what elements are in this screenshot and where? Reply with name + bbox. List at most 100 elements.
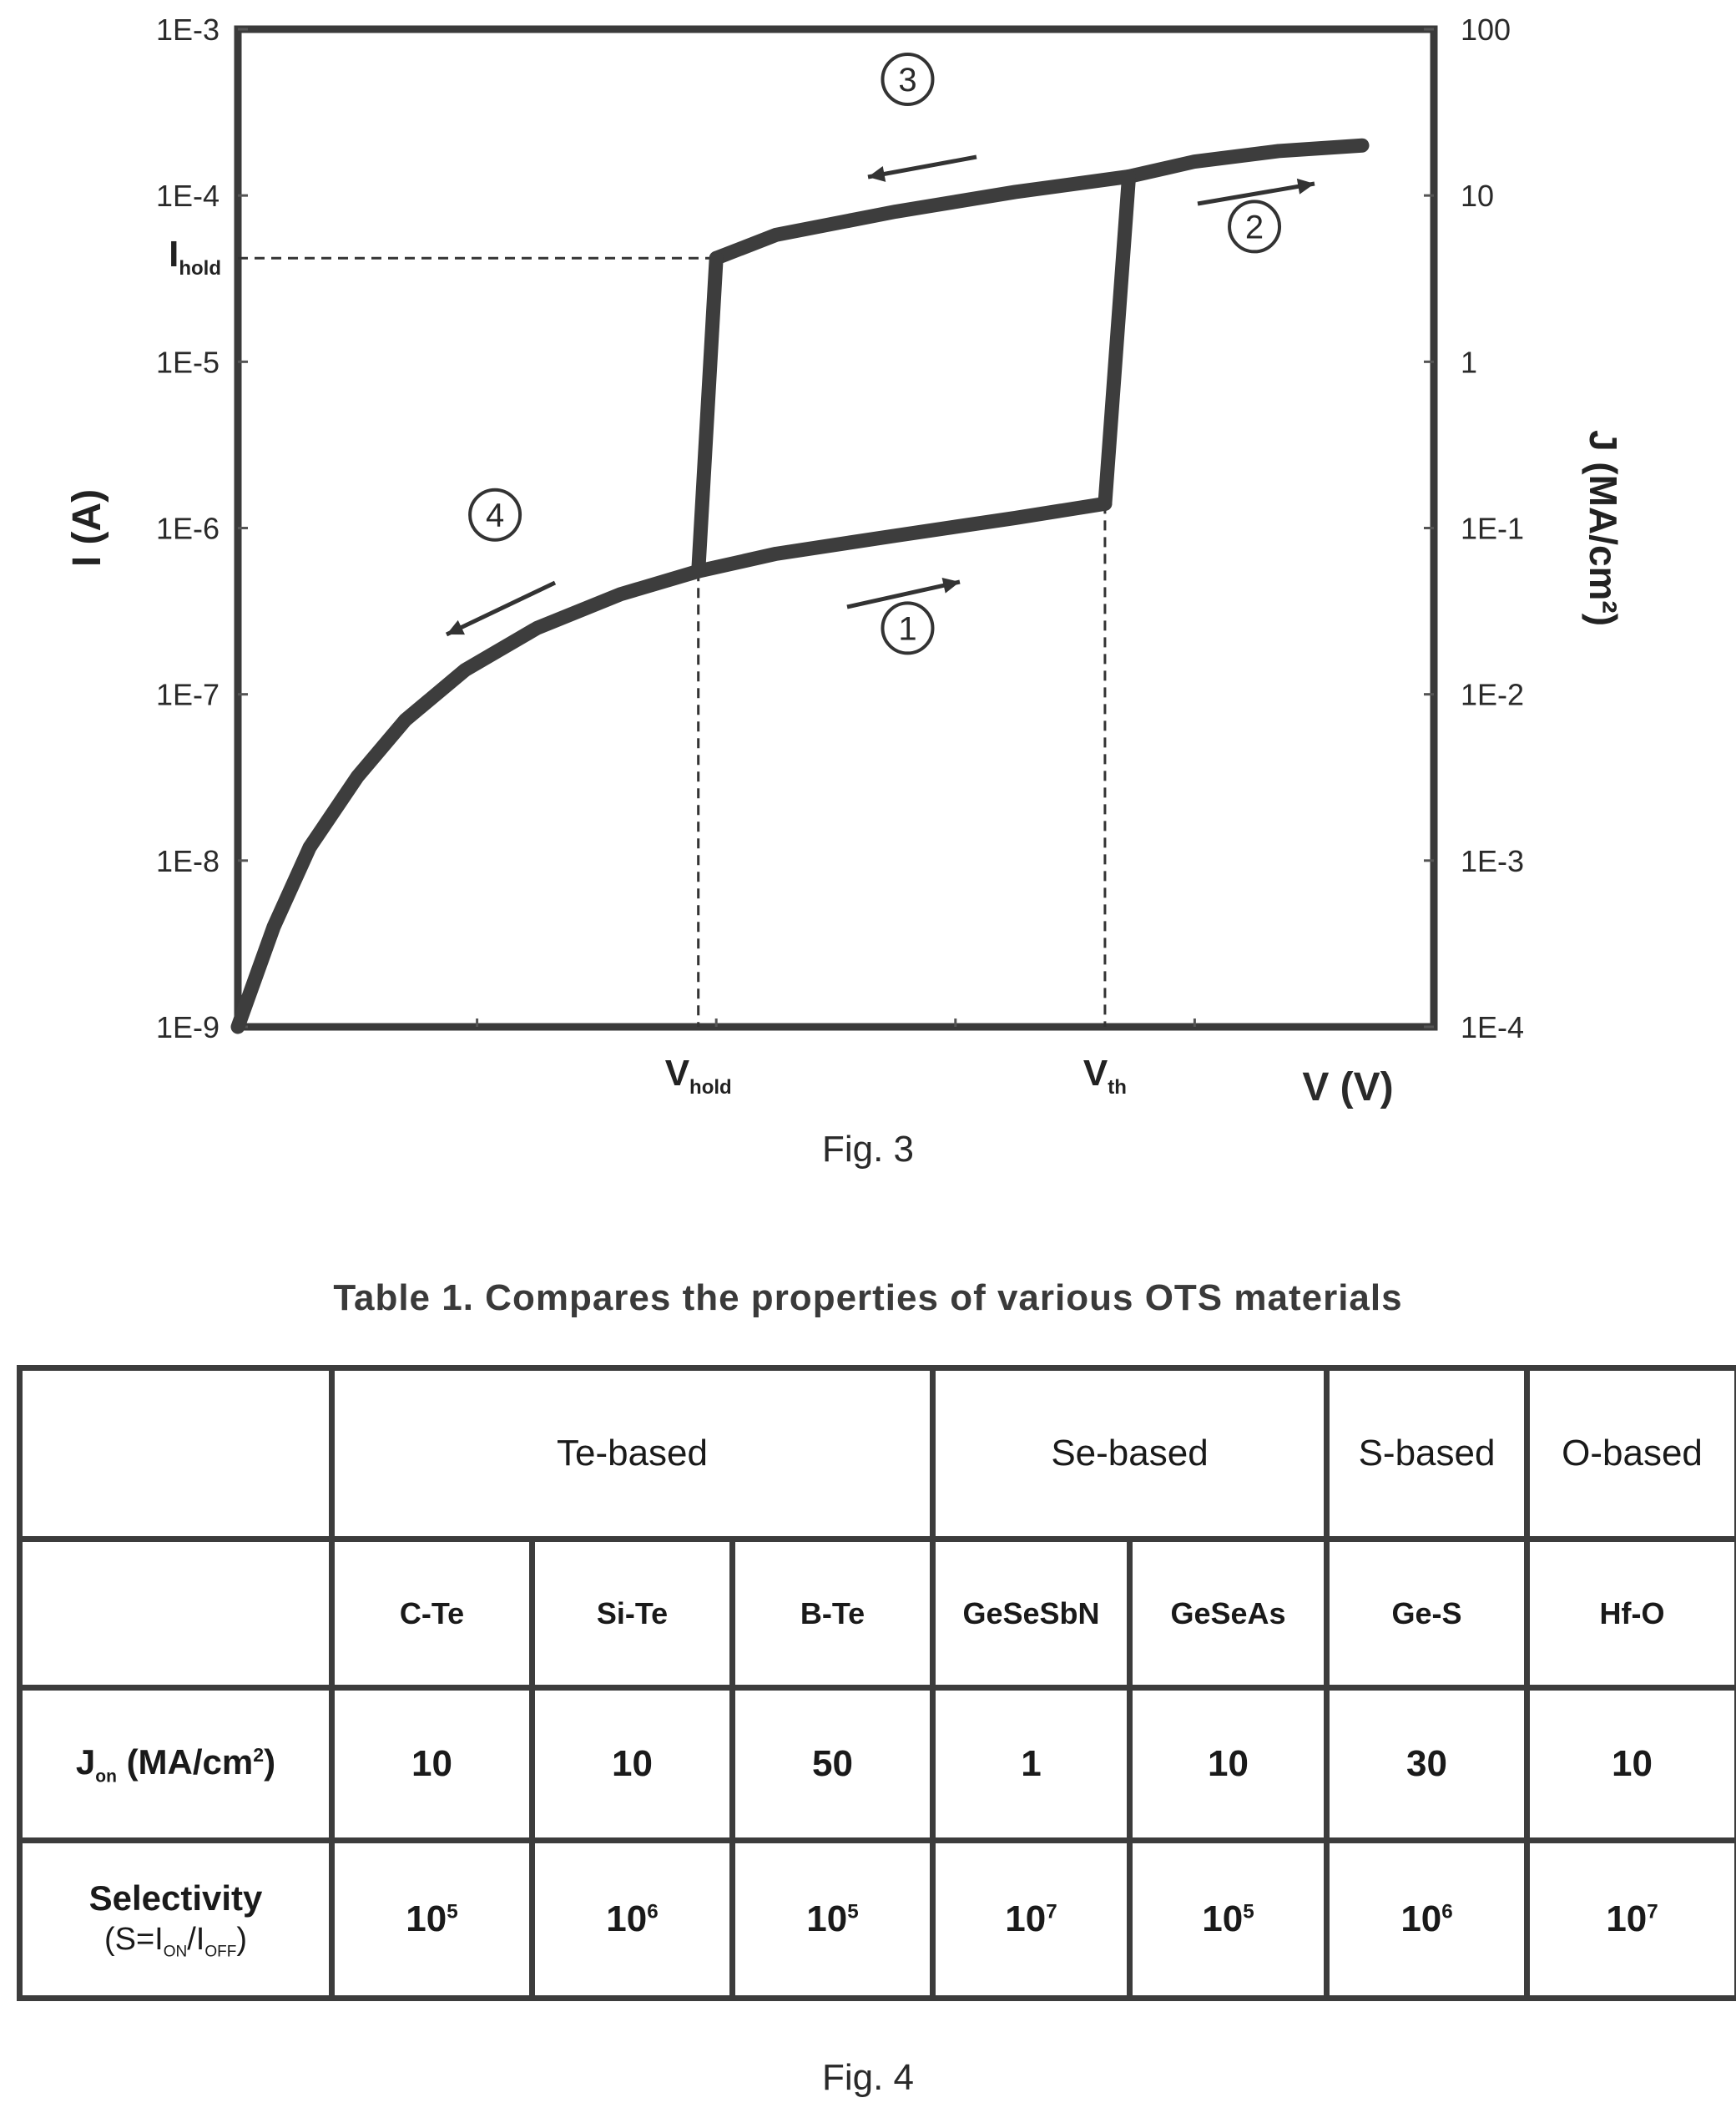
jon-value-cell: 10 [529,1685,735,1843]
material-cell: Si-Te [529,1536,735,1691]
iv-series-line-5 [691,250,724,579]
selectivity-value-cell: 105 [1126,1837,1330,2001]
table-title: Table 1. Compares the properties of vari… [333,1277,1403,1318]
selectivity-base: 10 [406,1898,447,1939]
table-row-selectivity: Selectivity (S=ION/IOFF) 105 106 105 107 105 10… [17,1837,1736,2001]
step-marker-label: 4 [486,498,504,534]
step-marker-label: 2 [1245,209,1264,245]
x-axis-label: V (V) [1302,1065,1393,1110]
right-tick-label: 1E-1 [1461,512,1524,546]
formula-prefix: (S=I [103,1922,164,1958]
formula-off-subscript: OFF [204,1943,237,1961]
right-tick-label: 1E-2 [1461,678,1524,712]
iv-series-line-3 [1122,138,1370,184]
direction-arrow-head [868,165,886,182]
jon-unit-exponent: 2 [253,1743,265,1766]
jon-value-cell: 10 [329,1685,535,1843]
direction-arrow-head [447,619,465,635]
jon-symbol: J [75,1741,96,1782]
selectivity-base: 10 [1400,1898,1442,1939]
row-header-selectivity: Selectivity (S=ION/IOFF) [17,1837,335,2001]
material-cell: C-Te [329,1536,535,1691]
material-cell: Ge-S [1324,1536,1531,1691]
iv-characteristic-chart: 1E-9 1E-4 1E-8 1E-3 1E-7 1E-2 1E-6 1E-1 1E-5 1 1E-… [65,13,1625,1110]
ots-materials-table: Te-based Se-based S-based O-based C-Te Si-Te… [17,1365,1736,2001]
x-marker-label: Vth [1083,1053,1127,1099]
selectivity-value-cell: 107 [1524,1837,1736,2001]
selectivity-value-cell: 106 [529,1837,735,2001]
row-header-jon: Jon (MA/cm2) [17,1685,335,1843]
jon-value-cell: 30 [1324,1685,1531,1843]
table-row-materials: C-Te Si-Te B-Te GeSeSbN GeSeAs Ge-S Hf-O [17,1536,1736,1691]
selectivity-exponent: 6 [647,1900,659,1923]
table-corner-empty [17,1536,335,1691]
step-marker-circle [1228,200,1282,254]
right-tick-label: 100 [1461,13,1511,47]
step-marker-label: 3 [898,62,916,99]
selectivity-label: Selectivity [88,1878,263,1918]
left-tick-label: 1E-9 [156,1010,220,1044]
direction-arrow [445,580,557,637]
group-header-cell: S-based [1324,1365,1531,1542]
direction-arrow [1197,181,1315,206]
material-cell: GeSeAs [1126,1536,1330,1691]
jon-value-cell: 10 [1126,1685,1330,1843]
iv-series-line-4 [709,169,1137,265]
right-tick-label: 1 [1461,345,1477,379]
jon-value-cell: 10 [1524,1685,1736,1843]
jon-unit: (MA/cm [116,1741,254,1782]
table-corner-empty [17,1365,335,1542]
iv-series-line-1 [230,496,1113,1034]
formula-close: ) [236,1922,248,1958]
fig4-caption: Fig. 4 [821,2057,915,2098]
material-cell: Hf-O [1524,1536,1736,1691]
jon-subscript: on [95,1767,117,1787]
step-marker-circle [881,601,935,655]
fig3-caption: Fig. 3 [821,1129,915,1170]
y-axis-label-right: J (MA/cm²) [1582,430,1625,626]
jon-value-cell: 50 [729,1685,936,1843]
selectivity-value-cell: 107 [930,1837,1133,2001]
selectivity-exponent: 5 [847,1900,859,1923]
step-marker-label: 1 [898,610,916,647]
material-cell: B-Te [729,1536,936,1691]
direction-arrow-head [941,577,960,594]
selectivity-exponent: 7 [1046,1900,1057,1923]
selectivity-value-cell: 105 [729,1837,936,2001]
jon-value-cell: 1 [930,1685,1133,1843]
selectivity-formula: (S=ION/IOFF) [23,1920,329,1962]
table-row-groups: Te-based Se-based S-based O-based [17,1365,1736,1542]
direction-arrow [867,154,977,179]
selectivity-exponent: 6 [1441,1900,1453,1923]
left-tick-label: 1E-8 [156,844,220,878]
direction-arrow-head [1296,178,1315,195]
left-tick-label: 1E-3 [156,13,220,47]
left-tick-label: 1E-4 [156,179,220,213]
selectivity-exponent: 5 [1243,1900,1254,1923]
selectivity-exponent: 7 [1647,1900,1658,1923]
step-marker-circle [881,52,935,106]
left-tick-label: 1E-5 [156,345,220,379]
selectivity-base: 10 [1202,1898,1244,1939]
right-tick-label: 1E-3 [1461,844,1524,878]
step-marker-circle [468,488,522,542]
jon-unit-close: ) [264,1741,276,1782]
group-header-cell: Te-based [329,1365,936,1542]
direction-arrow [846,579,961,609]
group-header-cell: O-based [1524,1365,1736,1542]
x-marker-label: Vhold [665,1053,732,1099]
group-header-cell: Se-based [929,1365,1330,1542]
y-marker-label: Ihold [169,234,221,280]
iv-series-line-2 [1098,169,1137,511]
left-tick-label: 1E-6 [156,512,220,546]
selectivity-value-cell: 106 [1324,1837,1531,2001]
selectivity-base: 10 [606,1898,648,1939]
selectivity-exponent: 5 [447,1900,458,1923]
table-row-jon: Jon (MA/cm2) 10 10 50 1 10 30 10 [17,1685,1736,1843]
formula-divider: /I [187,1922,205,1958]
right-tick-label: 1E-4 [1461,1010,1524,1044]
selectivity-base: 10 [1005,1898,1047,1939]
right-tick-label: 10 [1461,179,1494,213]
formula-on-subscript: ON [163,1943,188,1961]
y-axis-label-left: I (A) [65,489,109,567]
